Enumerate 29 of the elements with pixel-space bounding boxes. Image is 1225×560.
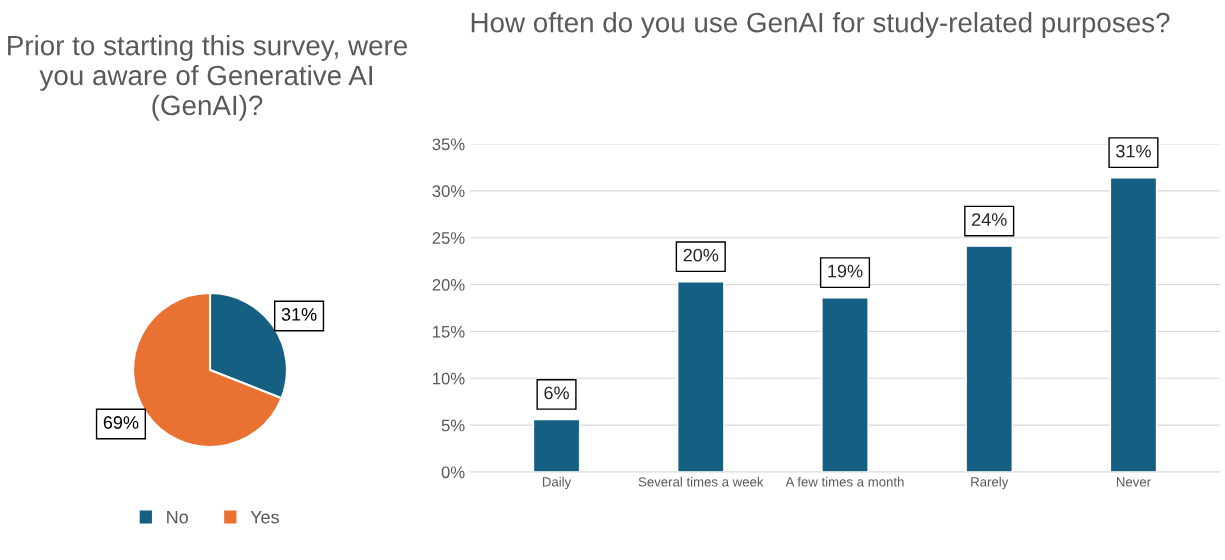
bar [1109,177,1158,472]
bar [965,245,1014,472]
legend-label: No [167,510,188,524]
data-label: 31% [281,308,317,321]
y-tick-label: 15% [433,325,465,338]
chart-title: Prior to starting this survey, were you aware of Generative AI (GenAI)? [8,35,407,121]
data-label: 6% [544,386,569,400]
bar [821,296,869,472]
data-label: 24% [972,213,1007,226]
y-tick-label: 10% [433,372,465,385]
x-tick-label: Rarely [971,476,1009,490]
y-tick-label: 30% [432,185,465,198]
y-tick-label: 25% [432,232,465,244]
y-tick-label: 35% [432,138,465,151]
data-label: 19% [828,264,863,278]
data-label: 31% [1116,144,1151,158]
y-tick-label: 0% [441,466,465,479]
x-tick-label: Never [1116,477,1151,487]
legend-label: Yes [250,510,279,524]
x-tick-label: A few times a month [785,476,904,487]
data-label: 20% [683,248,719,262]
bar [676,281,725,472]
y-tick-label: 5% [441,419,465,432]
chart-title: How often do you use GenAI for study-related purposes? [471,12,1170,38]
bar [532,418,581,472]
data-label: 69% [103,416,139,429]
x-tick-label: Several times a week [638,476,764,487]
x-tick-label: Daily [542,476,572,490]
y-tick-label: 20% [432,278,465,291]
